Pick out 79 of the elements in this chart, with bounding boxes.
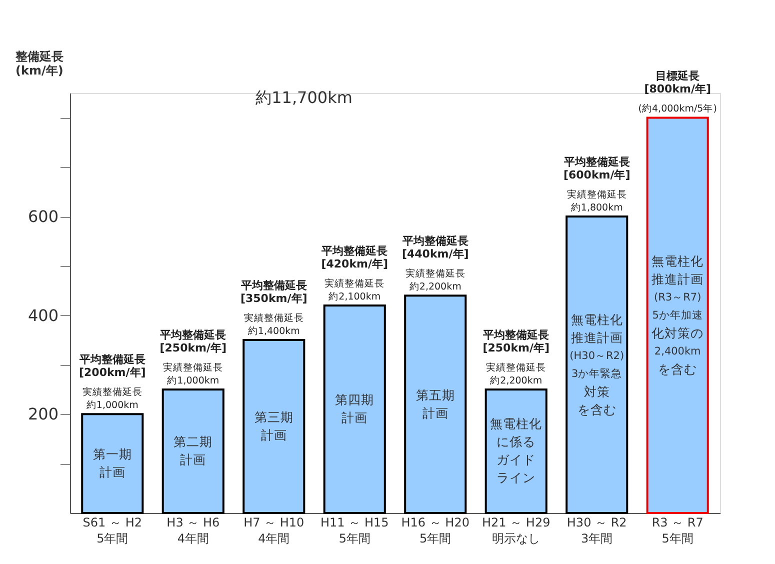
bar (404, 294, 467, 514)
y-axis-title: 整備延長(km/年) (14, 50, 64, 78)
y-tick-label: 200 (28, 404, 58, 424)
annotation: 対策 (584, 384, 610, 399)
x-tick-label: H16 ～ H20 5年間 (401, 516, 470, 546)
annotation: 無電柱化 (490, 416, 542, 432)
annotation: [250km/年] (160, 341, 227, 354)
annotation: 計画 (260, 428, 287, 443)
annotation: 3か年緊急 (572, 368, 622, 380)
annotation: を含む (577, 402, 616, 417)
annotation: 約2,200km (490, 375, 542, 386)
annotation: 約1,000km (86, 400, 138, 412)
annotation: [600km/年] (563, 168, 630, 182)
bar (646, 116, 709, 514)
annotation: [350km/年] (240, 292, 308, 306)
annotation: 実績整備延長 (82, 386, 142, 398)
annotation: 平均整備延長 (240, 279, 307, 292)
annotation: 無電柱化 (652, 253, 704, 268)
annotation: 約1,000km (167, 375, 220, 386)
annotation: 約11,700km (256, 88, 352, 107)
bar (162, 388, 224, 514)
annotation: に係る (496, 434, 536, 450)
annotation: ライン (496, 470, 536, 486)
annotation: 実績整備延長 (244, 312, 304, 324)
annotation: を含む (658, 361, 698, 376)
x-tick-label: R3 ～ R7 5年間 (652, 516, 704, 546)
annotation: 第一期 (92, 446, 132, 462)
annotation: 実績整備延長 (486, 361, 546, 374)
annotation: 計画 (342, 410, 368, 426)
annotation: ガイド (496, 452, 536, 468)
annotation: 平均整備延長 (78, 353, 146, 366)
annotation: [800km/年] (644, 82, 712, 96)
annotation: 計画 (99, 464, 126, 480)
annotation: 第五期 (416, 387, 455, 402)
annotation: 約2,200km (409, 282, 462, 293)
annotation: 第三期 (254, 410, 294, 425)
y-tick-label: 600 (28, 207, 58, 226)
x-tick-label: H7 ～ H10 4年間 (244, 516, 304, 546)
annotation: 第二期 (174, 434, 213, 450)
text: 目標延長 (656, 70, 700, 83)
x-tick-label: H11 ～ H15 5年間 (320, 516, 389, 546)
annotation: 計画 (180, 452, 206, 468)
annotation: [440km/年] (402, 248, 469, 261)
bar (81, 413, 144, 514)
annotation: [200km/年] (78, 366, 146, 380)
x-tick-label: S61 ～ H2 5年間 (82, 516, 142, 546)
annotation: 平均整備延長 (562, 156, 630, 169)
annotation: 実績整備延長 (405, 268, 466, 280)
annotation: 約1,400km (248, 326, 300, 338)
annotation: 2,400km (654, 345, 701, 358)
annotation: 実績整備延長 (163, 361, 224, 374)
bar (323, 304, 386, 514)
annotation: 実績整備延長 (566, 188, 627, 201)
x-tick-label: H30 ～ R2 3年間 (566, 516, 627, 546)
annotation: (約4,000km/5年) (638, 102, 717, 115)
annotation: 約2,100km (328, 291, 381, 302)
annotation: 平均整備延長 (159, 328, 226, 342)
annotation: 平均整備延長 (401, 234, 468, 248)
bar (242, 339, 306, 514)
bar (566, 216, 628, 514)
annotation: 計画 (422, 405, 448, 420)
annotation: [420km/年] (321, 257, 388, 270)
bar (484, 388, 548, 514)
annotation: [250km/年] (482, 341, 550, 354)
annotation: 平均整備延長 (320, 244, 388, 258)
annotation: (H30～R2) (570, 350, 624, 362)
annotation: 平均整備延長 (482, 328, 550, 342)
annotation: 推進計画 (570, 330, 623, 345)
annotation: 約1,800km (570, 202, 623, 214)
annotation: 5か年加速 (652, 308, 703, 322)
x-tick-label: H21 ～ H29 明示なし (482, 516, 550, 546)
annotation: 化対策の (652, 325, 704, 340)
annotation: 実績整備延長 (324, 277, 385, 290)
annotation: 無電柱化 (570, 312, 623, 327)
annotation: (R3～R7) (654, 291, 702, 304)
annotation: 第四期 (335, 392, 374, 408)
x-tick-label: H3 ～ H6 4年間 (166, 516, 220, 546)
annotation: 推進計画 (652, 271, 704, 286)
y-tick-label: 400 (28, 306, 58, 325)
